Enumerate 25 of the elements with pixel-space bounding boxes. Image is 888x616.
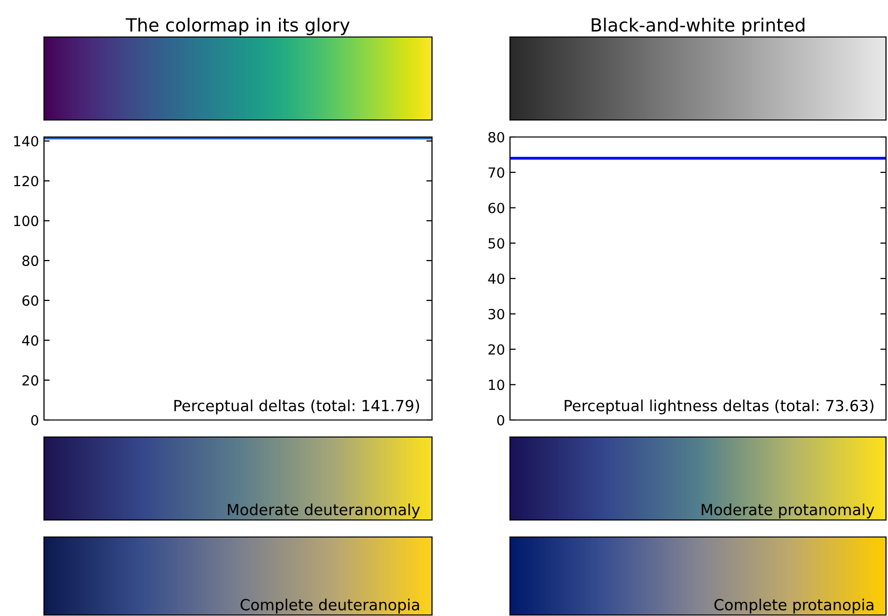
text: Complete protanopia: [714, 598, 874, 614]
text: Complete deuteranopia: [240, 598, 419, 614]
y-tick-label: 20: [488, 344, 504, 355]
y-tick-label: 0: [497, 414, 504, 426]
annotation: Perceptual lightness deltas (total: 73.63): [564, 400, 874, 414]
y-tick-label: 0: [31, 414, 38, 426]
y-tick-label: 120: [14, 176, 38, 186]
y-tick-label: 30: [488, 308, 504, 320]
y-tick-label: 50: [488, 238, 504, 249]
y-tick-label: 10: [488, 380, 504, 390]
text: Black-and-white printed: [592, 18, 804, 36]
text: Moderate protanomaly: [702, 504, 874, 518]
y-tick-label: 140: [14, 136, 38, 146]
text: The colormap in its glory: [126, 18, 350, 36]
y-tick-label: 40: [488, 273, 504, 284]
y-tick-label: 20: [22, 375, 38, 386]
y-tick-label: 60: [488, 202, 504, 214]
y-tick-label: 80: [22, 256, 38, 266]
y-tick-label: 60: [22, 295, 38, 306]
y-tick-label: 80: [488, 132, 504, 142]
annotation: Perceptual deltas (total: 141.79): [174, 400, 420, 414]
y-tick-label: 40: [22, 335, 38, 346]
y-tick-label: 100: [14, 216, 38, 226]
text: Moderate deuteranomaly: [228, 504, 420, 518]
y-tick-label: 70: [488, 167, 504, 178]
